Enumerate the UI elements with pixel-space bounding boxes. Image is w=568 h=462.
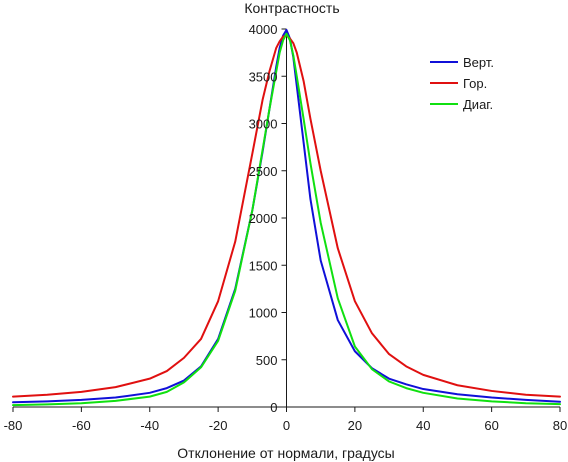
legend-label-2: Гор. bbox=[463, 76, 487, 91]
y-tick-label: 2500 bbox=[249, 164, 278, 179]
x-tick-label: 80 bbox=[553, 418, 567, 433]
legend-label-3: Диаг. bbox=[463, 97, 493, 112]
y-tick-label: 4000 bbox=[249, 22, 278, 37]
series-line-3 bbox=[12, 32, 561, 407]
y-tick-label: 1000 bbox=[249, 306, 278, 321]
y-axis-title: Контрастность bbox=[244, 0, 339, 16]
x-tick-label: -80 bbox=[4, 418, 23, 433]
x-tick-label: -20 bbox=[209, 418, 228, 433]
y-tick-label: 2000 bbox=[249, 211, 278, 226]
legend-label-1: Верт. bbox=[463, 55, 494, 70]
y-tick-label: 3500 bbox=[249, 69, 278, 84]
series-lines bbox=[12, 28, 561, 407]
legend: Верт. Гор. Диаг. bbox=[430, 55, 494, 112]
x-tick-label: -60 bbox=[72, 418, 91, 433]
x-tick-label: -40 bbox=[140, 418, 159, 433]
y-tick-label: 500 bbox=[256, 353, 278, 368]
series-line-1 bbox=[12, 28, 561, 404]
y-tick-label: 1500 bbox=[249, 258, 278, 273]
x-tick-label: 0 bbox=[283, 418, 290, 433]
y-tick-label: 3000 bbox=[249, 117, 278, 132]
y-tick-label: 0 bbox=[270, 400, 277, 415]
axes bbox=[12, 28, 561, 412]
x-tick-label: 20 bbox=[348, 418, 362, 433]
x-tick-label: 60 bbox=[484, 418, 498, 433]
x-axis-title: Отклонение от нормали, градусы bbox=[177, 445, 394, 461]
x-tick-label: 40 bbox=[416, 418, 430, 433]
tick-labels: -80 -60 -40 -20 0 20 40 60 80 0 500 1000 1500 2000 250… bbox=[4, 22, 568, 433]
